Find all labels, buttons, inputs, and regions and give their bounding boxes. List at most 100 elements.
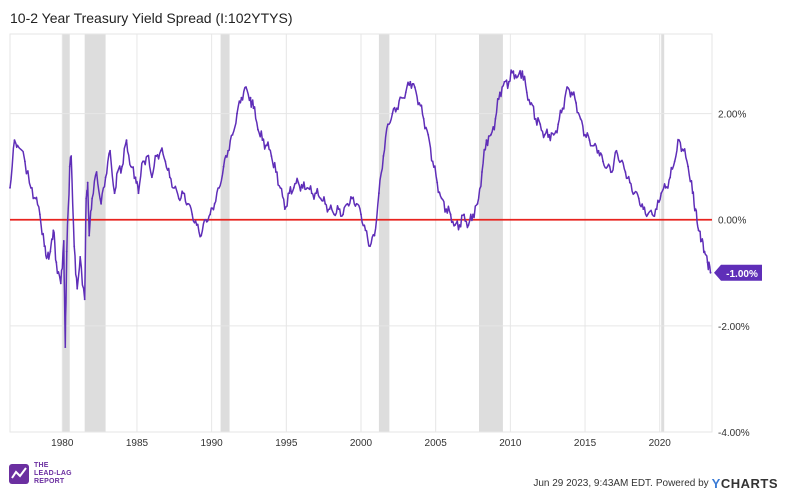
ycharts-logo-y: Y (711, 476, 721, 491)
data-point (561, 107, 564, 110)
recession-bands (62, 34, 665, 432)
ycharts-logo[interactable]: YCHARTS (712, 476, 778, 491)
chart-title: 10-2 Year Treasury Yield Spread (I:102YT… (10, 10, 293, 26)
data-point (297, 181, 300, 184)
lead-lag-logo-text: THE LEAD-LAG REPORT (34, 462, 94, 486)
data-point (168, 176, 171, 179)
data-point (360, 213, 362, 216)
data-point (570, 91, 573, 94)
data-point (458, 224, 461, 226)
data-point (177, 197, 180, 200)
data-point (364, 229, 367, 232)
data-point (65, 250, 68, 253)
data-point (706, 261, 709, 264)
data-point (369, 245, 371, 248)
recession-band (378, 34, 390, 432)
footer-timestamp: Jun 29 2023, 9:43AM EDT. (533, 478, 653, 489)
x-tick-label: 2015 (574, 438, 597, 449)
data-point (155, 155, 158, 157)
data-point (342, 213, 344, 216)
data-point (68, 165, 71, 168)
logo-line-2: LEAD-LAG (34, 470, 72, 477)
series-line (9, 69, 712, 348)
data-point (59, 282, 62, 285)
data-point (445, 208, 448, 211)
data-point (624, 171, 627, 173)
y-tick-label: 0.00% (718, 216, 746, 227)
data-point (13, 139, 16, 142)
data-point (274, 171, 277, 173)
data-point (409, 80, 412, 83)
data-point (525, 91, 528, 94)
data-point (73, 245, 76, 248)
data-point (55, 261, 58, 264)
x-tick-label: 1985 (126, 438, 149, 449)
data-point (62, 240, 65, 242)
data-point (651, 213, 654, 216)
data-point (400, 96, 403, 99)
data-point (646, 213, 649, 216)
data-point (454, 224, 456, 226)
footer-powered-by: Powered by (655, 478, 709, 489)
data-point (315, 192, 318, 195)
data-point (637, 197, 640, 200)
series-layer (9, 69, 712, 348)
data-point (288, 192, 291, 195)
data-point (418, 102, 421, 104)
data-point (472, 213, 474, 216)
data-point (539, 123, 542, 126)
y-axis-ticks: 2.00% 0.00% -2.00% -4.00% (718, 110, 750, 439)
data-point (200, 234, 203, 237)
data-point (709, 271, 712, 274)
data-point (30, 186, 32, 189)
data-point (534, 118, 537, 120)
data-point (655, 208, 658, 211)
data-point (64, 346, 67, 348)
data-point (236, 112, 238, 115)
lead-lag-logo-icon (9, 464, 29, 484)
recession-band (84, 34, 106, 432)
data-point (38, 213, 41, 216)
data-point (682, 149, 685, 152)
data-point (481, 171, 483, 173)
data-point (422, 118, 425, 120)
data-point (91, 197, 94, 200)
data-point (575, 102, 577, 104)
y-tick-label: -4.00% (718, 428, 750, 439)
data-point (173, 186, 176, 189)
data-point (209, 213, 212, 216)
data-point (46, 255, 49, 258)
data-point (319, 197, 322, 200)
data-point (431, 160, 434, 163)
x-tick-label: 1995 (275, 438, 298, 449)
data-point (378, 192, 380, 195)
data-point (240, 96, 243, 99)
data-point (606, 165, 609, 168)
data-point (100, 202, 103, 205)
data-point (130, 165, 132, 168)
data-point (257, 128, 259, 131)
data-point (249, 96, 252, 99)
x-axis-ticks: 1980 1985 1990 1995 2000 2005 2010 2015 2020 (51, 438, 671, 449)
data-point (333, 213, 336, 216)
data-point (566, 86, 569, 88)
data-point (159, 149, 162, 152)
data-point (449, 213, 452, 216)
data-point (628, 181, 631, 184)
data-point (694, 208, 697, 211)
data-point (195, 224, 198, 226)
data-point (619, 160, 622, 163)
data-point (593, 144, 595, 147)
data-point (463, 213, 465, 216)
ycharts-logo-text: CHARTS (720, 476, 778, 491)
data-point (252, 107, 255, 110)
data-point (691, 192, 694, 195)
y-tick-label: -2.00% (718, 322, 750, 333)
footer-credit: Jun 29 2023, 9:43AM EDT. Powered by YCHA… (533, 476, 778, 491)
data-point (530, 102, 533, 104)
data-point (404, 91, 407, 94)
data-point (301, 186, 304, 189)
grid-lines (9, 33, 713, 433)
data-point (328, 208, 331, 211)
